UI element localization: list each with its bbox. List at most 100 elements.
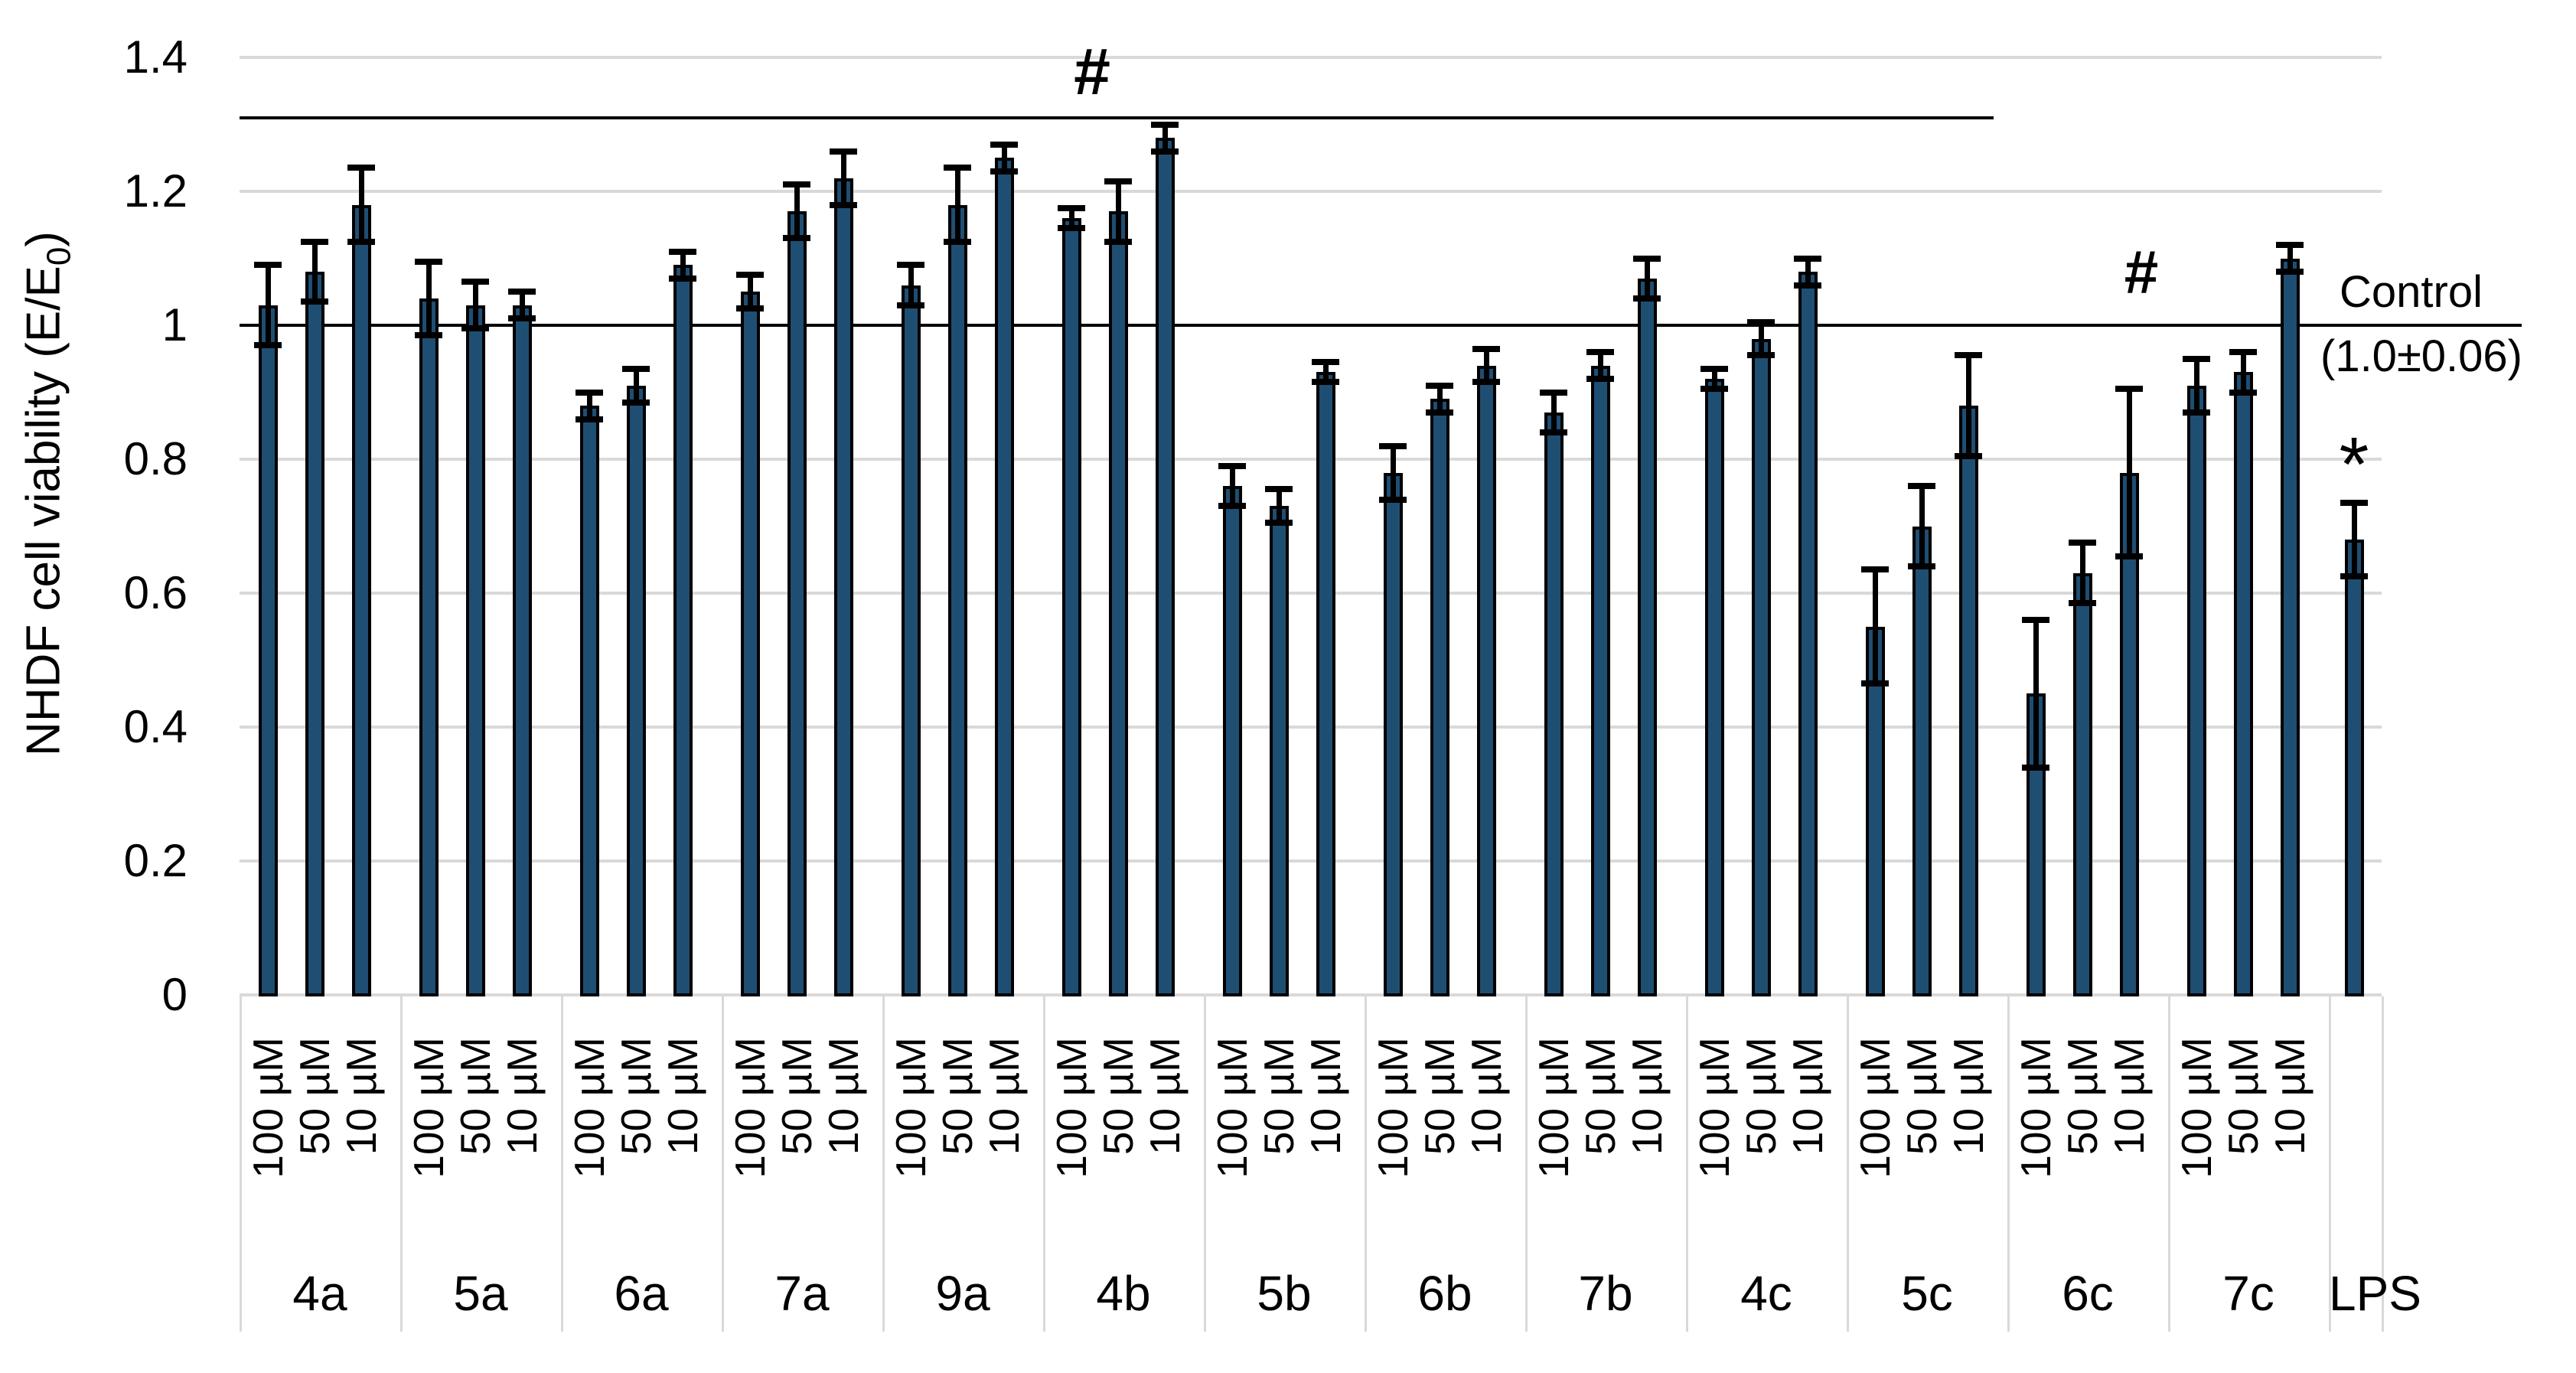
error-cap-top-5c-100µM <box>1861 566 1889 573</box>
error-cap-bottom-5c-10µM <box>1955 452 1982 459</box>
error-cap-top-6c-10µM <box>2115 386 2143 393</box>
error-bar-6c-10µM <box>2127 389 2132 556</box>
error-bar-7b-100µM <box>1551 392 1557 432</box>
x-tick-label-4c-0: 100 µM <box>1691 1037 1738 1179</box>
bar-7b-100µM <box>1544 412 1564 996</box>
y-tick-label: 0.2 <box>123 835 187 886</box>
error-cap-top-6c-50µM <box>2069 540 2096 546</box>
bar-5c-100µM <box>1866 626 1885 996</box>
group-label-6b: 6b <box>1417 1266 1472 1321</box>
error-bar-5b-10µM <box>1323 362 1329 383</box>
significance-line <box>240 116 1994 119</box>
x-tick-label-4b-1: 50 µM <box>1094 1037 1142 1155</box>
bar-5b-100µM <box>1223 486 1242 996</box>
error-cap-bottom-4c-50µM <box>1747 352 1775 359</box>
bar-6c-50µM <box>2073 572 2092 996</box>
bar-4a-100µM <box>259 305 278 996</box>
error-cap-top-9a-50µM <box>944 165 971 171</box>
group-label-7a: 7a <box>774 1266 830 1321</box>
error-cap-top-6c-100µM <box>2022 617 2049 623</box>
bar-5b-50µM <box>1270 506 1289 996</box>
error-cap-top-4b-10µM <box>1151 121 1179 128</box>
error-cap-top-7b-50µM <box>1586 349 1614 355</box>
bar-5a-10µM <box>513 305 532 996</box>
hash-annotation-right: # <box>2124 238 2159 306</box>
y-tick-label: 0.6 <box>123 567 187 618</box>
error-cap-bottom-4a-50µM <box>301 298 328 305</box>
error-cap-bottom-5a-100µM <box>415 332 442 339</box>
error-bar-6a-50µM <box>634 368 639 403</box>
error-cap-bottom-5b-100µM <box>1218 503 1246 510</box>
group-label-LPS: LPS <box>2329 1266 2421 1321</box>
y-tick-label: 0.4 <box>123 701 187 752</box>
bar-6c-10µM <box>2120 472 2139 996</box>
error-cap-bottom-7a-10µM <box>830 201 857 208</box>
x-tick-label-6c-0: 100 µM <box>2012 1037 2059 1179</box>
group-divider <box>2382 996 2384 1332</box>
y-tick-label: 1.4 <box>123 31 187 83</box>
bar-4b-50µM <box>1109 211 1128 996</box>
error-bar-6c-100µM <box>2033 620 2039 768</box>
x-tick-label-5b-2: 10 µM <box>1302 1037 1349 1155</box>
group-label-5c: 5c <box>1901 1266 1953 1321</box>
error-cap-top-7b-100µM <box>1540 389 1567 396</box>
error-cap-bottom-4b-50µM <box>1104 238 1132 245</box>
error-bar-5a-100µM <box>426 261 432 336</box>
error-cap-bottom-4a-10µM <box>347 238 375 245</box>
x-tick-label-9a-0: 100 µM <box>887 1037 934 1179</box>
bar-4a-50µM <box>305 272 324 996</box>
bar-7b-10µM <box>1638 278 1657 996</box>
group-divider <box>1525 996 1528 1332</box>
error-bar-LPS <box>2352 502 2357 577</box>
bar-4c-10µM <box>1798 272 1818 996</box>
error-cap-top-4b-50µM <box>1104 178 1132 184</box>
x-tick-label-7b-2: 10 µM <box>1623 1037 1671 1155</box>
control-label-line2: (1.0±0.06) <box>2320 331 2522 381</box>
bar-7b-50µM <box>1591 365 1610 996</box>
bar-6b-50µM <box>1430 399 1449 996</box>
bar-4c-100µM <box>1705 379 1724 996</box>
group-divider <box>1847 996 1849 1332</box>
bar-7c-50µM <box>2234 372 2253 996</box>
error-cap-top-7b-10µM <box>1633 255 1661 262</box>
error-cap-top-5b-10µM <box>1312 359 1339 366</box>
error-cap-bottom-7b-100µM <box>1540 429 1567 435</box>
error-cap-top-6b-100µM <box>1379 442 1407 449</box>
x-tick-label-6c-1: 50 µM <box>2059 1037 2106 1155</box>
error-cap-top-4c-100µM <box>1700 365 1728 372</box>
error-bar-5c-10µM <box>1966 355 1971 456</box>
error-cap-bottom-4b-100µM <box>1058 225 1085 232</box>
group-label-7b: 7b <box>1578 1266 1633 1321</box>
error-bar-7b-50µM <box>1598 352 1603 379</box>
lps-star-annotation: * <box>2339 421 2369 507</box>
error-cap-bottom-7a-50µM <box>783 235 810 242</box>
bar-7a-100µM <box>741 292 760 996</box>
error-cap-bottom-5a-10µM <box>508 315 536 322</box>
x-tick-label-5c-1: 50 µM <box>1898 1037 1945 1155</box>
error-bar-6a-10µM <box>680 251 686 279</box>
y-tick-label: 0 <box>161 969 187 1020</box>
error-cap-bottom-5a-50µM <box>461 325 489 332</box>
x-tick-label-7a-1: 50 µM <box>773 1037 820 1155</box>
error-bar-7a-100µM <box>748 275 753 309</box>
error-cap-top-5a-100µM <box>415 258 442 265</box>
error-cap-bottom-4a-100µM <box>254 342 282 349</box>
error-cap-bottom-6c-100µM <box>2022 764 2049 771</box>
error-bar-5a-10µM <box>520 292 525 319</box>
error-cap-top-4c-50µM <box>1747 318 1775 325</box>
error-cap-bottom-5b-50µM <box>1265 520 1293 527</box>
error-cap-bottom-7b-50µM <box>1586 376 1614 382</box>
error-cap-bottom-6a-50µM <box>622 399 650 406</box>
x-tick-label-7c-1: 50 µM <box>2219 1037 2267 1155</box>
gridline <box>240 458 2382 461</box>
x-axis-baseline <box>240 993 2382 996</box>
error-bar-4c-50µM <box>1759 321 1764 356</box>
error-cap-top-4a-50µM <box>301 238 328 245</box>
group-divider <box>722 996 724 1332</box>
x-tick-label-4b-2: 10 µM <box>1141 1037 1189 1155</box>
error-cap-top-6a-50µM <box>622 365 650 372</box>
bar-9a-10µM <box>995 158 1014 996</box>
x-tick-label-7c-2: 10 µM <box>2266 1037 2314 1155</box>
error-cap-bottom-6b-10µM <box>1472 379 1500 386</box>
x-tick-label-5a-2: 10 µM <box>498 1037 546 1155</box>
